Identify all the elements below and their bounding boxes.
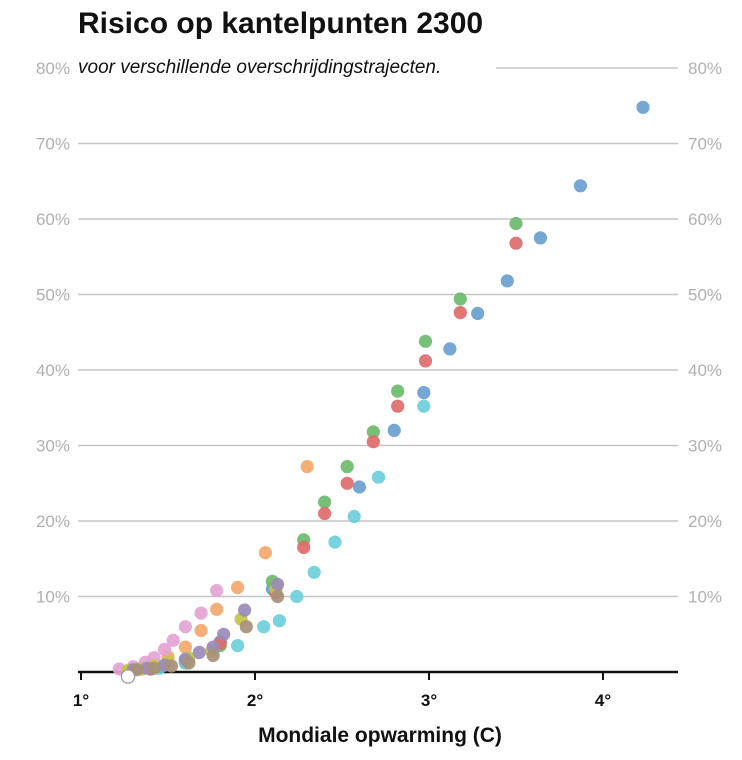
data-point-bruin: [147, 661, 161, 675]
data-point-cyaan: [307, 565, 321, 579]
x-tick-label: 2°: [247, 691, 263, 710]
data-point-cyaan: [231, 639, 245, 653]
data-point-cyaan: [272, 614, 286, 628]
y-tick-label-left: 80%: [36, 59, 70, 78]
data-point-rood: [418, 354, 433, 368]
x-tick-label: 3°: [421, 691, 437, 710]
data-point-roze: [194, 606, 208, 620]
data-point-oranje: [194, 623, 208, 638]
data-point-blauw: [443, 342, 457, 356]
data-point-blauw: [417, 386, 431, 400]
data-point-oranje: [300, 460, 314, 474]
data-point-cyaan: [347, 509, 361, 524]
data-point-wit: [120, 669, 136, 684]
data-point-blauw: [471, 306, 485, 320]
y-tick-label-right: 70%: [688, 135, 722, 154]
y-tick-label-right: 30%: [688, 437, 722, 456]
chart-title: Risico op kantelpunten 2300: [78, 7, 483, 40]
data-point-rood: [297, 540, 311, 555]
x-axis-label: Mondiale opwarming (C): [258, 724, 502, 747]
data-point-paars: [238, 603, 252, 617]
data-point-groen: [340, 460, 354, 474]
y-tick-label-right: 60%: [688, 210, 722, 229]
data-point-groen: [366, 425, 380, 439]
data-point-roze: [157, 642, 172, 657]
data-points: [112, 100, 650, 684]
y-tick-label-right: 40%: [688, 361, 722, 380]
data-point-roze: [178, 620, 192, 634]
data-point-cyaan: [257, 620, 271, 634]
data-point-groen: [453, 292, 467, 306]
data-point-paars: [217, 627, 231, 641]
y-tick-label-left: 70%: [36, 135, 70, 154]
data-point-roze: [210, 583, 224, 598]
data-point-roze: [166, 633, 180, 647]
y-tick-label-left: 10%: [36, 588, 70, 607]
data-point-cyaan: [328, 535, 342, 549]
y-tick-label-left: 30%: [36, 437, 70, 456]
y-tick-label-right: 20%: [688, 512, 722, 531]
y-tick-label-right: 80%: [688, 59, 722, 78]
data-point-blauw: [636, 100, 650, 114]
data-point-rood: [391, 399, 405, 413]
data-point-blauw: [352, 480, 366, 494]
data-point-blauw: [533, 231, 548, 245]
data-point-rood: [453, 306, 467, 320]
data-point-oranje: [178, 640, 192, 654]
data-point-groen: [418, 334, 433, 348]
data-point-oranje: [231, 580, 245, 595]
data-point-bruin: [271, 589, 285, 604]
data-point-blauw: [573, 179, 588, 193]
data-point-bruin: [206, 648, 220, 663]
subtitle-background: [76, 52, 496, 84]
chart-subtitle: voor verschillende overschrijdingstrajec…: [78, 57, 441, 78]
data-point-oranje: [258, 546, 272, 560]
data-point-cyaan: [417, 399, 431, 413]
data-point-paars: [192, 645, 206, 660]
y-tick-label-right: 50%: [688, 286, 722, 305]
gridlines: [78, 67, 678, 598]
data-point-blauw: [500, 274, 514, 288]
y-tick-label-left: 40%: [36, 361, 70, 380]
data-point-groen: [318, 495, 332, 509]
x-tick-label: 1°: [73, 691, 89, 710]
data-point-oranje: [210, 602, 224, 616]
data-point-cyaan: [290, 589, 304, 604]
data-point-groen: [391, 384, 405, 398]
y-tick-label-right: 10%: [688, 588, 722, 607]
x-tick-label: 4°: [595, 691, 611, 710]
data-point-bruin: [164, 659, 179, 673]
y-tick-label-left: 60%: [36, 210, 70, 229]
data-point-rood: [318, 506, 332, 521]
x-axis-ticks: 1° 2° 3° 4°: [73, 672, 611, 710]
y-axis-ticks: 10% 10% 20% 20% 30% 30% 40% 40% 50% 50% 60% 60% 70% 7…: [36, 59, 722, 607]
data-point-rood: [509, 236, 523, 250]
data-point-bruin: [182, 656, 196, 670]
data-point-groen: [509, 216, 523, 231]
data-point-bruin: [239, 620, 253, 634]
y-tick-label-left: 50%: [36, 286, 70, 305]
y-tick-label-left: 20%: [36, 512, 70, 531]
data-point-rood: [340, 476, 354, 490]
data-point-blauw: [387, 423, 401, 437]
data-point-rood: [366, 435, 380, 449]
data-point-paars: [271, 577, 285, 592]
data-point-cyaan: [371, 470, 386, 484]
